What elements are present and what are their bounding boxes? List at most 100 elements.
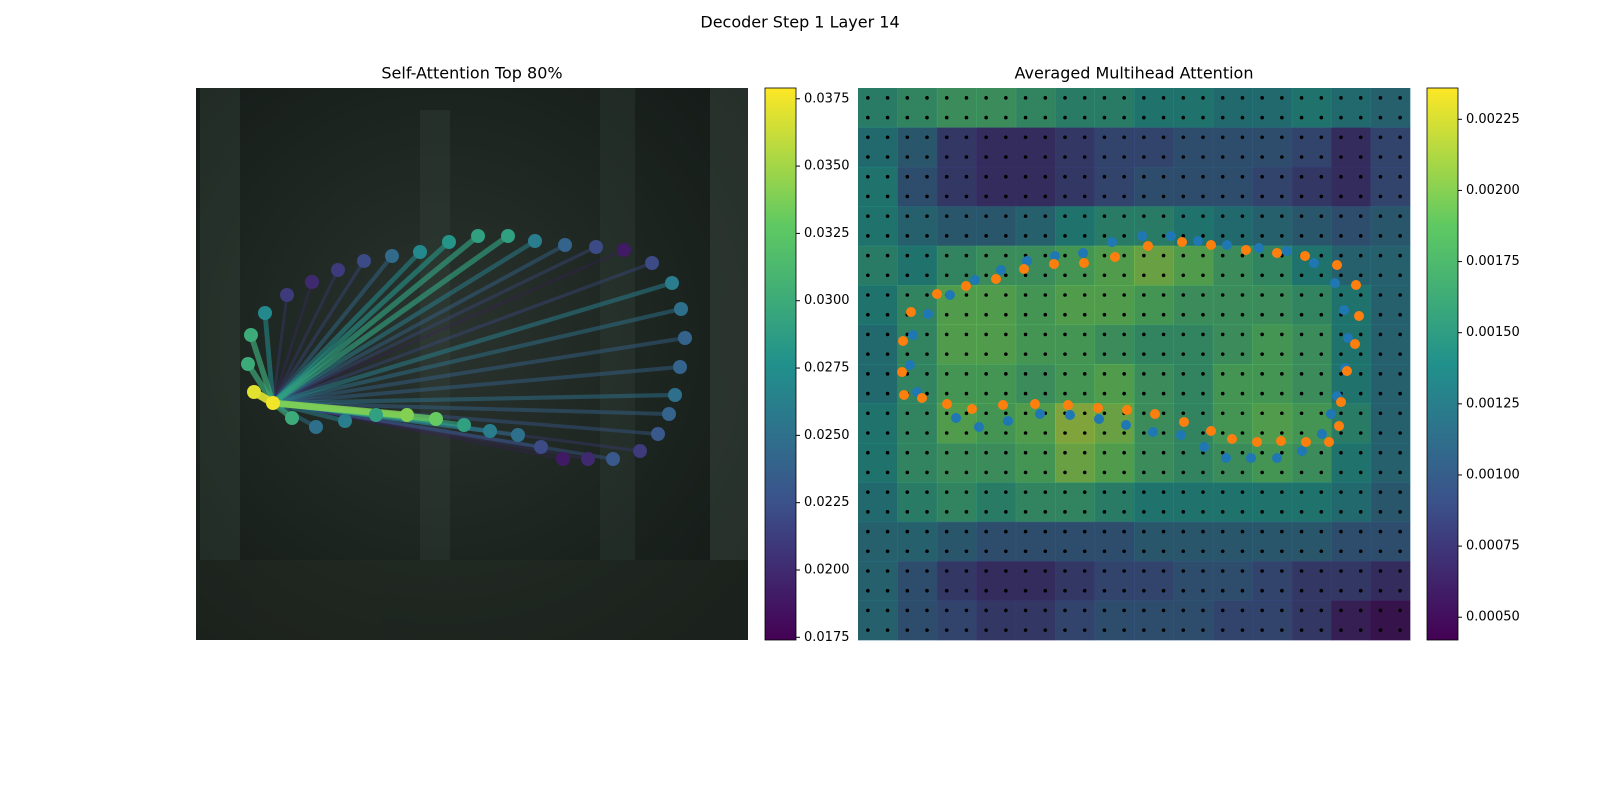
grid-dot — [1220, 96, 1225, 100]
grid-dot — [1043, 391, 1048, 396]
grid-dot — [1319, 450, 1324, 455]
grid-dot — [1280, 332, 1284, 337]
grid-dot — [1181, 273, 1186, 278]
grid-dot — [984, 332, 988, 337]
grid-dot — [1004, 529, 1008, 534]
grid-dot — [1240, 312, 1245, 317]
grid-dot — [1299, 608, 1304, 613]
grid-dot — [1201, 352, 1205, 356]
grid-dot — [1043, 253, 1048, 258]
keypoint — [1050, 251, 1060, 261]
grid-dot — [1004, 332, 1008, 337]
grid-dot — [1220, 352, 1225, 356]
grid-dot — [1082, 372, 1087, 376]
grid-dot — [1378, 96, 1383, 100]
grid-dot — [905, 273, 910, 278]
grid-dot — [1358, 490, 1363, 494]
heatmap-cell — [1331, 88, 1372, 128]
grid-dot — [1319, 214, 1324, 218]
grid-dot — [885, 529, 890, 534]
grid-dot — [964, 450, 969, 455]
grid-dot — [1299, 174, 1304, 179]
grid-dot — [1240, 372, 1245, 376]
grid-dot — [1043, 372, 1048, 376]
grid-dot — [866, 352, 870, 356]
grid-dot — [1358, 293, 1363, 297]
grid-dot — [1122, 96, 1126, 100]
grid-dot — [866, 332, 870, 337]
heatmap-cell — [1212, 206, 1253, 247]
grid-dot — [1201, 234, 1205, 238]
grid-dot — [1043, 135, 1048, 140]
keypoint — [471, 229, 485, 243]
heatmap-cell — [1370, 88, 1411, 128]
heatmap-cell — [1173, 482, 1214, 523]
grid-dot — [1339, 352, 1343, 356]
attention-edge — [270, 280, 675, 406]
grid-dot — [1299, 312, 1304, 317]
grid-dot — [1023, 391, 1028, 396]
grid-dot — [866, 628, 870, 632]
grid-dot — [1260, 569, 1264, 573]
grid-dot — [1398, 628, 1402, 632]
grid-dot — [944, 194, 949, 199]
grid-dot — [1043, 155, 1048, 159]
grid-dot — [1220, 155, 1225, 159]
heatmap-cell — [1331, 206, 1372, 247]
grid-dot — [1358, 352, 1363, 356]
grid-dot — [925, 608, 929, 613]
grid-dot — [964, 608, 969, 613]
heatmap-cell — [858, 245, 898, 286]
grid-dot — [1082, 431, 1087, 435]
keypoint — [1221, 453, 1231, 463]
grid-dot — [885, 135, 890, 140]
grid-dot — [1082, 115, 1087, 120]
grid-dot — [944, 588, 949, 593]
grid-dot — [1102, 549, 1107, 554]
grid-dot — [964, 115, 969, 120]
grid-dot — [905, 96, 910, 100]
grid-dot — [1240, 608, 1245, 613]
heatmap-cell — [1212, 600, 1253, 641]
grid-dot — [1398, 431, 1402, 435]
grid-dot — [984, 490, 988, 494]
heatmap-cell — [936, 88, 977, 128]
grid-dot — [1319, 588, 1324, 593]
grid-dot — [1142, 253, 1146, 258]
grid-dot — [1142, 411, 1146, 416]
grid-dot — [1161, 490, 1166, 494]
grid-dot — [1358, 391, 1363, 396]
keypoint — [945, 290, 955, 300]
heatmap-cell — [858, 127, 898, 168]
grid-dot — [1063, 490, 1067, 494]
grid-dot — [964, 411, 969, 416]
grid-dot — [1102, 155, 1107, 159]
keypoint — [556, 452, 570, 466]
grid-dot — [1102, 253, 1107, 258]
colorbar-tick-label: 0.00100 — [1466, 467, 1520, 482]
grid-dot — [1201, 155, 1205, 159]
grid-dot — [1004, 234, 1008, 238]
grid-dot — [1358, 372, 1363, 376]
grid-dot — [1299, 549, 1304, 554]
grid-dot — [885, 431, 890, 435]
grid-dot — [1339, 490, 1343, 494]
grid-dot — [1043, 214, 1048, 218]
grid-dot — [866, 431, 870, 435]
grid-dot — [1122, 391, 1126, 396]
grid-dot — [1004, 135, 1008, 140]
attention-edge — [271, 245, 598, 405]
keypoint — [413, 245, 427, 259]
keypoint — [1350, 339, 1360, 349]
grid-dot — [1220, 372, 1225, 376]
grid-dot — [1181, 115, 1186, 120]
grid-dot — [1161, 155, 1166, 159]
grid-dot — [1339, 470, 1343, 475]
grid-dot — [1280, 549, 1284, 554]
grid-dot — [1122, 234, 1126, 238]
grid-dot — [1004, 194, 1008, 199]
grid-dot — [1339, 411, 1343, 416]
heatmap-cell — [936, 364, 977, 404]
heatmap-cell — [1134, 561, 1174, 602]
grid-dot — [866, 273, 870, 278]
